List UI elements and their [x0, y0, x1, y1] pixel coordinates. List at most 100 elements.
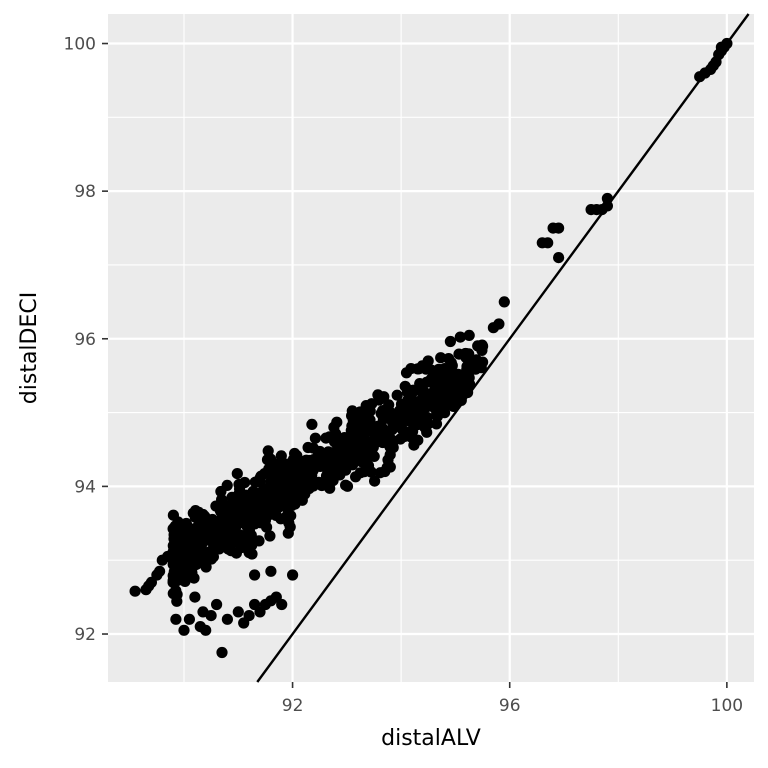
data-point [452, 373, 464, 386]
data-point [445, 384, 457, 396]
data-point [280, 501, 292, 513]
data-point [493, 318, 505, 330]
data-point [250, 493, 262, 505]
data-point [398, 431, 410, 443]
data-point [450, 396, 462, 408]
data-point [338, 432, 351, 444]
data-point [213, 515, 225, 528]
data-point [306, 418, 318, 430]
data-point [249, 514, 261, 526]
data-point [231, 468, 243, 480]
data-point [328, 436, 341, 448]
data-point [238, 496, 250, 508]
data-point [391, 389, 403, 401]
data-point [375, 407, 387, 420]
x-tick-label: 96 [499, 696, 521, 716]
data-point [265, 565, 277, 577]
data-point [303, 482, 315, 494]
data-point [542, 237, 554, 249]
data-point [553, 252, 565, 264]
data-point [368, 421, 380, 433]
data-point [400, 403, 412, 416]
data-point [172, 516, 184, 528]
data-point [303, 454, 315, 467]
major-gridlines [108, 14, 754, 682]
data-point [176, 570, 188, 582]
data-point [187, 560, 199, 572]
data-point [354, 467, 366, 479]
data-point [214, 504, 226, 516]
data-point [205, 610, 217, 622]
y-tick-label: 98 [74, 182, 96, 202]
data-point [221, 479, 233, 491]
data-point [248, 503, 260, 515]
data-point [322, 467, 334, 479]
data-point [284, 473, 296, 485]
data-point [347, 457, 359, 469]
data-point [190, 550, 202, 562]
data-point [234, 483, 246, 495]
data-point [275, 450, 287, 462]
data-point [264, 530, 276, 542]
data-point [225, 545, 237, 557]
data-point [201, 549, 213, 562]
data-point [246, 548, 258, 560]
data-point [362, 460, 375, 472]
data-point [341, 480, 354, 492]
data-point [385, 433, 397, 445]
data-point [211, 598, 223, 611]
data-point [261, 483, 273, 495]
data-point [287, 463, 299, 475]
data-point [400, 367, 413, 379]
data-point [411, 409, 423, 422]
data-point [188, 572, 200, 584]
data-point [262, 445, 274, 457]
data-point [407, 384, 419, 396]
data-point [454, 331, 466, 343]
data-point [446, 360, 458, 372]
data-point [221, 613, 233, 625]
data-point [243, 610, 255, 622]
y-tick-label: 96 [74, 330, 96, 350]
data-point [249, 569, 261, 581]
data-point [270, 458, 282, 470]
data-point [235, 532, 247, 544]
data-point [430, 418, 443, 430]
data-point [276, 598, 288, 611]
data-point [289, 447, 301, 460]
data-point [330, 428, 342, 440]
y-tick-label: 94 [74, 477, 96, 497]
x-tick-label: 100 [711, 696, 743, 716]
data-point [282, 492, 294, 504]
data-point [346, 405, 358, 417]
data-point [182, 532, 194, 545]
x-axis-ticks: 92 96 100 [282, 682, 743, 716]
data-point [379, 465, 391, 478]
plot-panel [108, 14, 754, 682]
data-point [168, 557, 180, 569]
data-point [222, 526, 234, 538]
data-point [273, 477, 285, 489]
data-point [463, 372, 475, 384]
data-point [232, 606, 244, 618]
data-point [287, 569, 299, 581]
data-point [421, 426, 433, 438]
data-point [213, 543, 225, 555]
data-point [167, 574, 179, 587]
data-point [170, 613, 182, 625]
data-point [246, 539, 258, 551]
data-point [444, 335, 456, 348]
y-axis-ticks: 92 94 96 98 100 [64, 35, 108, 645]
data-point [388, 415, 400, 427]
data-point [168, 541, 181, 553]
data-point [198, 535, 210, 548]
data-point [285, 510, 297, 522]
data-point [309, 432, 321, 444]
reference-line [256, 13, 750, 683]
data-point [354, 415, 366, 427]
data-point [429, 402, 441, 414]
data-point [463, 348, 475, 360]
data-point [408, 439, 420, 451]
data-point [171, 588, 183, 601]
